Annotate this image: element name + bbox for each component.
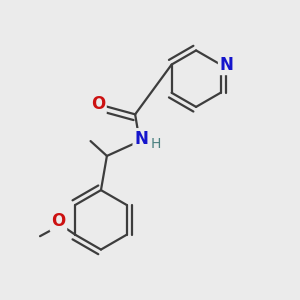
Text: O: O — [51, 212, 66, 230]
Text: H: H — [151, 137, 161, 151]
Text: O: O — [91, 95, 105, 113]
Text: N: N — [134, 130, 148, 148]
Text: N: N — [220, 56, 233, 74]
